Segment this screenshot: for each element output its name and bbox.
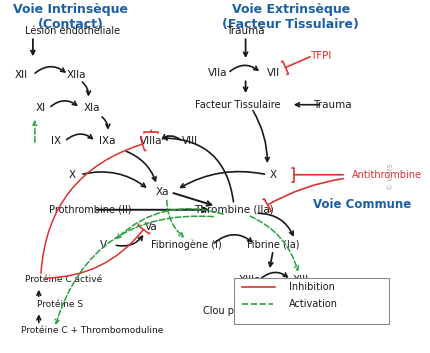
Text: © WMS: © WMS <box>388 163 394 190</box>
Text: Protéine C activé: Protéine C activé <box>25 275 102 284</box>
Text: XIIIa: XIIIa <box>238 275 261 285</box>
Text: Voie Extrinsèque
(Facteur Tissulaire): Voie Extrinsèque (Facteur Tissulaire) <box>222 3 359 31</box>
Text: XI: XI <box>36 103 46 113</box>
Text: Prothrombine (II): Prothrombine (II) <box>49 205 131 215</box>
Text: Protéine C + Thrombomoduline: Protéine C + Thrombomoduline <box>21 326 163 335</box>
FancyBboxPatch shape <box>234 278 389 324</box>
Text: XIa: XIa <box>84 103 100 113</box>
Text: XIII: XIII <box>293 275 309 285</box>
Text: Voie Intrinsèque
(Contact): Voie Intrinsèque (Contact) <box>13 3 128 31</box>
Text: Va: Va <box>144 222 157 232</box>
Text: Trauma: Trauma <box>313 100 352 110</box>
Text: XII: XII <box>15 70 28 80</box>
Text: Activation: Activation <box>289 299 338 309</box>
Text: Fibrinogène (I): Fibrinogène (I) <box>151 240 222 250</box>
Text: XIIa: XIIa <box>67 70 86 80</box>
Text: Fibrine (Ia): Fibrine (Ia) <box>247 240 299 250</box>
Text: V: V <box>100 240 108 250</box>
Text: X: X <box>69 170 76 180</box>
Text: Inhibition: Inhibition <box>289 282 335 292</box>
Text: VIIIa: VIIIa <box>140 137 162 146</box>
Text: X: X <box>270 170 277 180</box>
Text: IXa: IXa <box>99 137 116 146</box>
Text: TFPI: TFPI <box>310 51 331 61</box>
Text: Thrombine (IIa): Thrombine (IIa) <box>194 205 273 215</box>
Text: Antithrombine: Antithrombine <box>352 170 422 180</box>
Text: VII: VII <box>267 68 280 78</box>
Text: Trauma: Trauma <box>226 26 265 36</box>
Text: Facteur Tissulaire: Facteur Tissulaire <box>195 100 280 110</box>
Text: IX: IX <box>52 137 61 146</box>
Text: Xa: Xa <box>156 187 169 197</box>
Text: Clou plaquettaire: Clou plaquettaire <box>203 306 288 316</box>
Text: Lésion endothéliale: Lésion endothéliale <box>25 26 120 36</box>
Text: VIII: VIII <box>182 137 199 146</box>
Text: Voie Commune: Voie Commune <box>313 198 411 211</box>
Text: VIIa: VIIa <box>208 68 228 78</box>
Text: Protéine S: Protéine S <box>37 300 83 309</box>
